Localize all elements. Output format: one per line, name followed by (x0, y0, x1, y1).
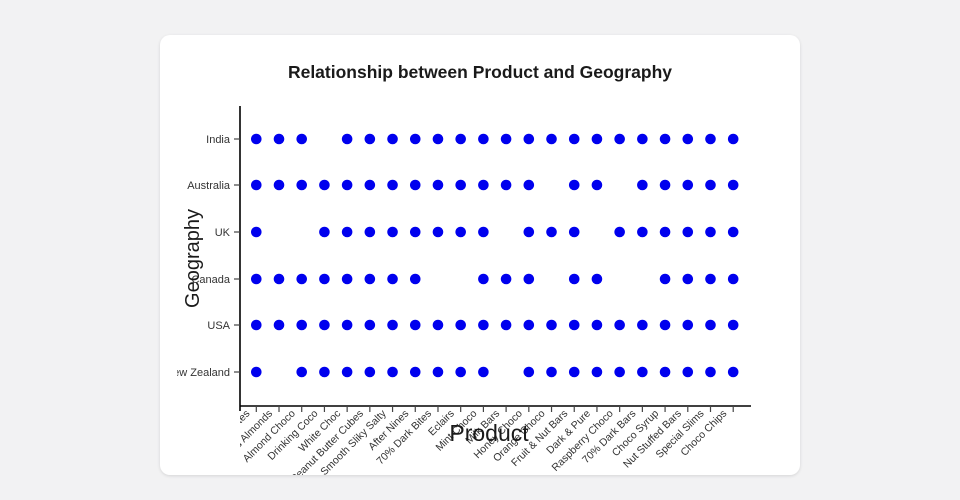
svg-text:Australia: Australia (187, 180, 231, 192)
svg-text:USA: USA (207, 320, 230, 332)
svg-text:Product: Product (449, 420, 529, 446)
svg-text:UK: UK (215, 227, 231, 239)
svg-text:Geography: Geography (182, 209, 204, 308)
svg-text:New Zealand: New Zealand (165, 367, 230, 379)
svg-text:India: India (206, 134, 231, 146)
